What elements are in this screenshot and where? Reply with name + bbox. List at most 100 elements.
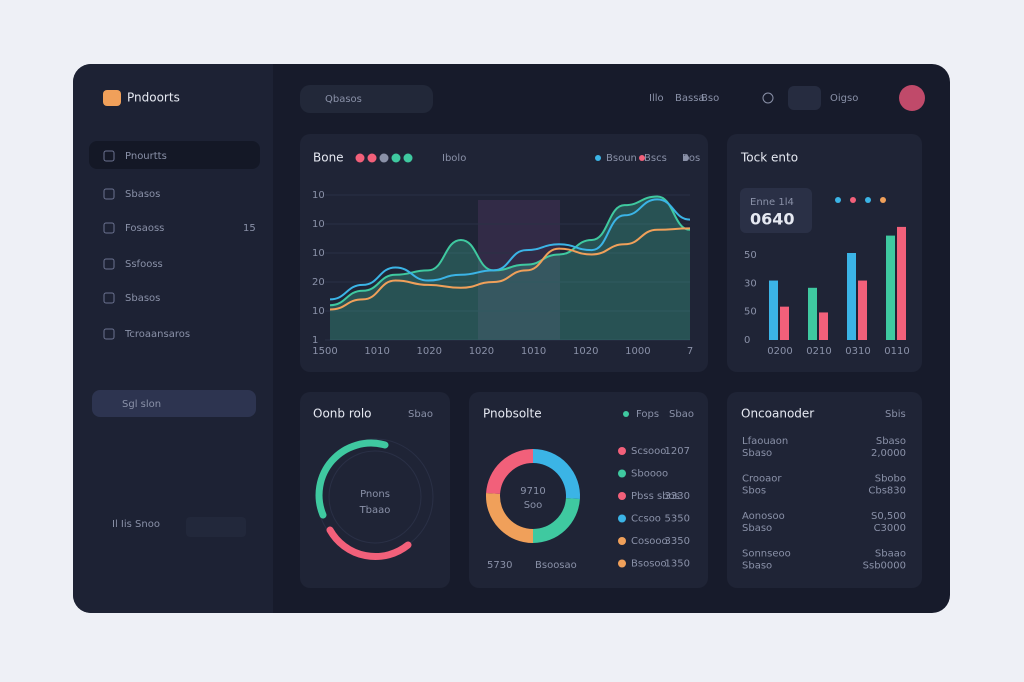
x-tick-label: 1000 <box>625 346 650 357</box>
nav-icon <box>103 188 115 200</box>
donut-footer: Bsoosao <box>535 560 577 571</box>
order-amount: 2,0000 <box>871 448 906 459</box>
nav-label[interactable]: Tcroaansaros <box>124 329 190 340</box>
x-tick-label: 1010 <box>521 346 546 357</box>
list-dot <box>618 469 626 478</box>
order-name: Lfaouaon <box>742 436 788 447</box>
panel-subtitle: Ibolo <box>442 153 466 164</box>
title-dot <box>367 153 377 163</box>
nav-label[interactable]: Ssfooss <box>125 259 163 270</box>
panel-link[interactable]: Sbao <box>408 409 433 420</box>
nav-label[interactable]: Sbasos <box>125 189 160 200</box>
x-tick-label: 1500 <box>312 346 337 357</box>
title-dot <box>379 153 389 163</box>
nav-label[interactable]: Pnourtts <box>125 151 167 162</box>
top-link[interactable]: Bso <box>701 93 719 104</box>
gauge-label: Pnons <box>360 489 390 500</box>
avatar[interactable] <box>899 85 925 111</box>
bar <box>897 226 906 340</box>
list-dot <box>618 492 626 500</box>
x-tick-label: 0310 <box>845 346 870 357</box>
list-label: Pbss sbos <box>631 491 680 502</box>
search[interactable] <box>300 85 433 113</box>
top-link[interactable]: Illo <box>649 93 664 104</box>
legend-dot <box>835 197 841 203</box>
donut-slice <box>532 497 580 543</box>
order-sub: Sbaso <box>742 448 772 459</box>
legend-dot <box>683 155 689 161</box>
bar <box>819 312 828 340</box>
x-tick-label: 7 <box>687 346 693 357</box>
y-tick-label: 0 <box>744 335 750 346</box>
panel <box>727 392 922 588</box>
y-tick-label: 10 <box>312 306 325 317</box>
kpi-box <box>740 188 812 233</box>
x-tick-label: 0200 <box>767 346 792 357</box>
search-icon[interactable] <box>762 92 774 104</box>
nav-label[interactable]: Sbasos <box>125 293 160 304</box>
bar <box>858 280 867 340</box>
legend-label: Bos <box>682 153 700 164</box>
bar <box>769 280 778 340</box>
legend-dot <box>850 197 856 203</box>
bar <box>847 253 856 340</box>
y-tick-label: 10 <box>312 190 325 201</box>
list-value: 3330 <box>665 491 690 502</box>
legend-dot <box>880 197 886 203</box>
title-dot <box>403 153 413 163</box>
kpi-value: 0640 <box>750 210 795 229</box>
order-name: Sonnseoo <box>742 549 791 560</box>
bar <box>886 235 895 340</box>
legend-label: Sbao <box>669 409 694 420</box>
list-dot <box>618 514 626 523</box>
x-tick-label: 1020 <box>469 346 494 357</box>
sidebar-footer: Il Iis Snoo <box>112 519 160 530</box>
active-label[interactable]: Sgl slon <box>122 399 161 410</box>
list-value: 1207 <box>665 446 690 457</box>
order-name: Crooaor <box>742 474 782 485</box>
donut-sub: Soo <box>524 500 543 511</box>
search-text[interactable]: Qbasos <box>325 94 362 105</box>
sidebar <box>73 64 273 613</box>
legend-label: Fops <box>636 409 659 420</box>
legend-dot <box>639 155 645 161</box>
nav-label[interactable]: Fosaoss <box>125 223 164 234</box>
panel-title: Oncoanoder <box>741 407 814 421</box>
nav-active-bg <box>89 141 260 169</box>
nav-icon <box>103 222 115 234</box>
panel-title: Tock ento <box>740 151 798 165</box>
list-dot <box>618 447 626 455</box>
top-link[interactable]: Bassa <box>675 93 705 104</box>
donut-label: 9710 <box>520 486 545 497</box>
logo <box>103 90 121 106</box>
list-value: 3350 <box>665 536 690 547</box>
y-tick-label: 1 <box>312 335 318 346</box>
donut-slice <box>532 449 580 499</box>
footer-box <box>186 517 246 537</box>
list-label: Ccsoo <box>631 514 661 525</box>
legend-dot <box>595 155 601 161</box>
y-tick-label: 50 <box>744 250 757 261</box>
x-tick-label: 1020 <box>573 346 598 357</box>
order-amount: C3000 <box>874 523 906 534</box>
brand: Pndoorts <box>127 91 180 105</box>
legend-dot <box>865 197 871 203</box>
list-dot <box>618 559 626 568</box>
y-tick-label: 10 <box>312 219 325 230</box>
list-label: Cosooo <box>631 536 668 547</box>
panel-link[interactable]: Sbis <box>885 409 906 420</box>
nav-badge: 15 <box>243 223 256 234</box>
list-label: Scsooo <box>631 446 666 457</box>
y-tick-label: 50 <box>744 307 757 318</box>
order-sub: Sbos <box>742 486 766 497</box>
legend-label: Bscs <box>644 153 667 164</box>
list-value: 1350 <box>665 559 690 570</box>
y-tick-label: 10 <box>312 248 325 259</box>
nav-icon <box>103 150 115 162</box>
active-button[interactable] <box>92 390 256 417</box>
icon-button[interactable] <box>788 86 821 110</box>
bar <box>808 287 817 340</box>
gauge-sub: Tbaao <box>359 505 391 516</box>
top-action[interactable]: Oigso <box>830 93 858 104</box>
